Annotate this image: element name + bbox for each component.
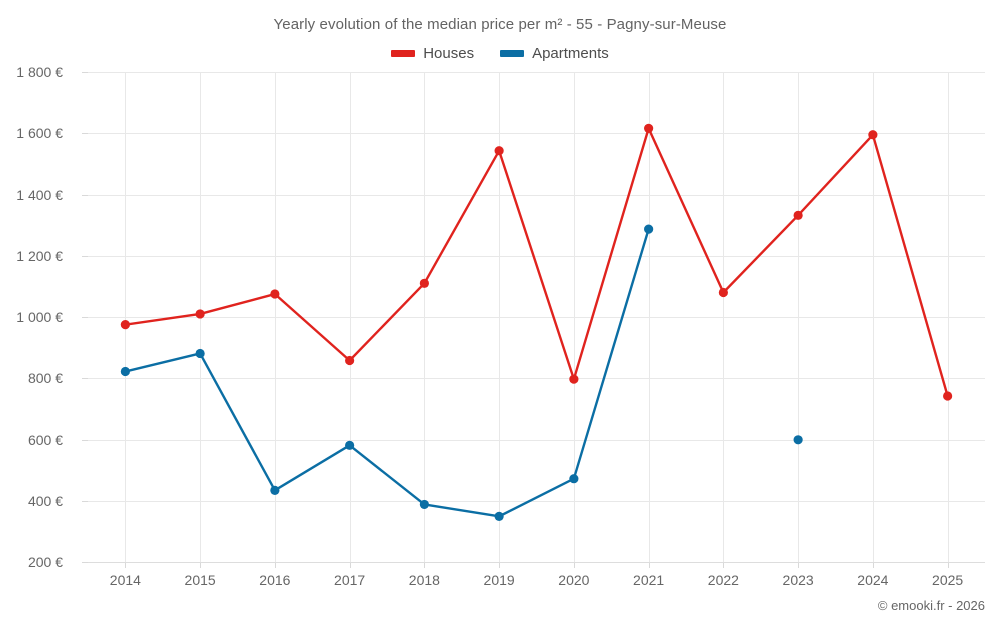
x-axis-tick-label: 2019 (483, 572, 515, 588)
gridline-horizontal (88, 439, 985, 441)
gridline-vertical (349, 72, 351, 562)
plot-area: 200 € 400 € 600 € 800 € 1 000 € 1 200 € 1 400 … (16, 64, 985, 588)
x-axis-line (88, 562, 985, 563)
x-axis-tick-mark (648, 562, 650, 568)
gridline-horizontal (88, 317, 985, 318)
x-axis-tick-mark (274, 562, 276, 568)
y-axis-tick-mark (82, 500, 88, 502)
data-point-apartments-2021[interactable] (644, 224, 654, 234)
series-line-houses (124, 127, 949, 398)
x-axis-tick-label: 2016 (259, 572, 291, 588)
x-axis-tick-label: 2018 (408, 572, 440, 588)
x-axis-tick-label: 2017 (334, 572, 366, 588)
legend-swatch-apartments (500, 50, 525, 57)
gridline-vertical (872, 72, 874, 562)
gridline-horizontal (88, 133, 985, 135)
y-axis-tick-mark (82, 255, 88, 257)
y-axis-tick-mark (82, 439, 88, 441)
data-point-apartments-2019[interactable] (494, 511, 504, 521)
data-point-apartments-2023[interactable] (793, 435, 803, 445)
y-axis-tick-mark (82, 378, 88, 380)
y-axis-tick-mark (82, 562, 88, 563)
y-axis-tick-label: 400 € (27, 492, 63, 509)
gridline-vertical (424, 72, 426, 562)
y-axis-tick-mark (82, 133, 88, 135)
data-point-apartments-2017[interactable] (345, 440, 355, 450)
y-axis-tick-label: 1 600 € (16, 125, 63, 142)
gridline-horizontal (88, 378, 985, 380)
data-point-houses-2022[interactable] (718, 287, 728, 298)
gridline-horizontal (88, 194, 985, 196)
legend-item-houses[interactable]: Houses (391, 45, 474, 62)
gridline-vertical (648, 72, 650, 562)
y-axis-tick-label: 800 € (27, 370, 63, 387)
data-point-houses-2023[interactable] (793, 210, 803, 220)
y-axis-tick-label: 1 200 € (16, 247, 63, 264)
data-point-houses-2014[interactable] (120, 320, 130, 330)
x-axis-tick-label: 2025 (932, 572, 964, 588)
x-axis-tick-label: 2023 (782, 572, 814, 588)
data-point-houses-2015[interactable] (195, 309, 205, 319)
gridline-vertical (723, 72, 725, 562)
data-point-houses-2016[interactable] (270, 289, 280, 299)
legend-label-apartments: Apartments (532, 45, 609, 62)
legend-item-apartments[interactable]: Apartments (500, 45, 609, 62)
gridline-vertical (499, 72, 501, 562)
gridline-vertical (274, 72, 276, 562)
data-point-apartments-2016[interactable] (270, 485, 280, 495)
data-point-apartments-2014[interactable] (120, 366, 130, 377)
chart-title: Yearly evolution of the median price per… (273, 16, 727, 33)
data-point-houses-2019[interactable] (494, 146, 504, 156)
y-axis-tick-mark (82, 194, 88, 196)
x-axis-tick-label: 2015 (184, 572, 216, 588)
y-axis-tick-label: 1 400 € (16, 186, 63, 203)
data-point-houses-2021[interactable] (644, 123, 654, 133)
x-axis-tick-mark (499, 562, 501, 568)
data-point-houses-2025[interactable] (943, 391, 953, 401)
legend-label-houses: Houses (423, 45, 475, 62)
legend-swatch-houses (391, 50, 416, 57)
x-axis-tick-mark (872, 562, 874, 568)
x-axis-tick-label: 2014 (109, 572, 141, 588)
gridline-vertical (573, 72, 575, 562)
gridline-horizontal (88, 500, 985, 502)
x-axis-tick-mark (798, 562, 800, 568)
series-layer (120, 123, 953, 521)
x-axis-tick-mark (200, 562, 202, 568)
x-axis-tick-label: 2024 (857, 572, 889, 588)
data-point-houses-2024[interactable] (868, 130, 878, 140)
data-point-apartments-2015[interactable] (195, 348, 205, 359)
footer-credit: © emooki.fr - 2026 (877, 598, 985, 613)
x-axis-tick-mark (947, 562, 949, 568)
y-axis-tick-mark (82, 317, 88, 318)
gridline-horizontal (88, 72, 985, 73)
gridline-vertical (125, 72, 127, 562)
x-axis-tick-mark (723, 562, 725, 568)
y-axis-tick-mark (82, 72, 88, 73)
x-axis-tick-mark (424, 562, 426, 568)
y-axis-tick-label: 1 800 € (16, 64, 63, 80)
x-axis-tick-mark (125, 562, 127, 568)
x-axis-tick-label: 2021 (633, 572, 665, 588)
y-axis-tick-label: 600 € (27, 431, 63, 448)
x-axis-tick-mark (349, 562, 351, 568)
gridline-vertical (798, 72, 800, 562)
gridline-vertical (947, 72, 949, 562)
data-point-apartments-2018[interactable] (419, 499, 429, 510)
x-axis-tick-label: 2022 (707, 572, 739, 588)
x-axis-tick-label: 2020 (558, 572, 590, 588)
chart-legend: Houses Apartments (0, 45, 1000, 62)
data-point-apartments-2020[interactable] (569, 474, 579, 484)
data-point-houses-2017[interactable] (345, 355, 355, 366)
data-point-houses-2018[interactable] (419, 278, 429, 288)
series-line-apartments (124, 227, 650, 518)
y-axis-tick-label: 1 000 € (16, 309, 63, 325)
data-point-houses-2020[interactable] (569, 374, 579, 384)
x-axis-tick-mark (573, 562, 575, 568)
gridline-horizontal (88, 255, 985, 257)
y-axis-tick-label: 200 € (27, 554, 63, 570)
